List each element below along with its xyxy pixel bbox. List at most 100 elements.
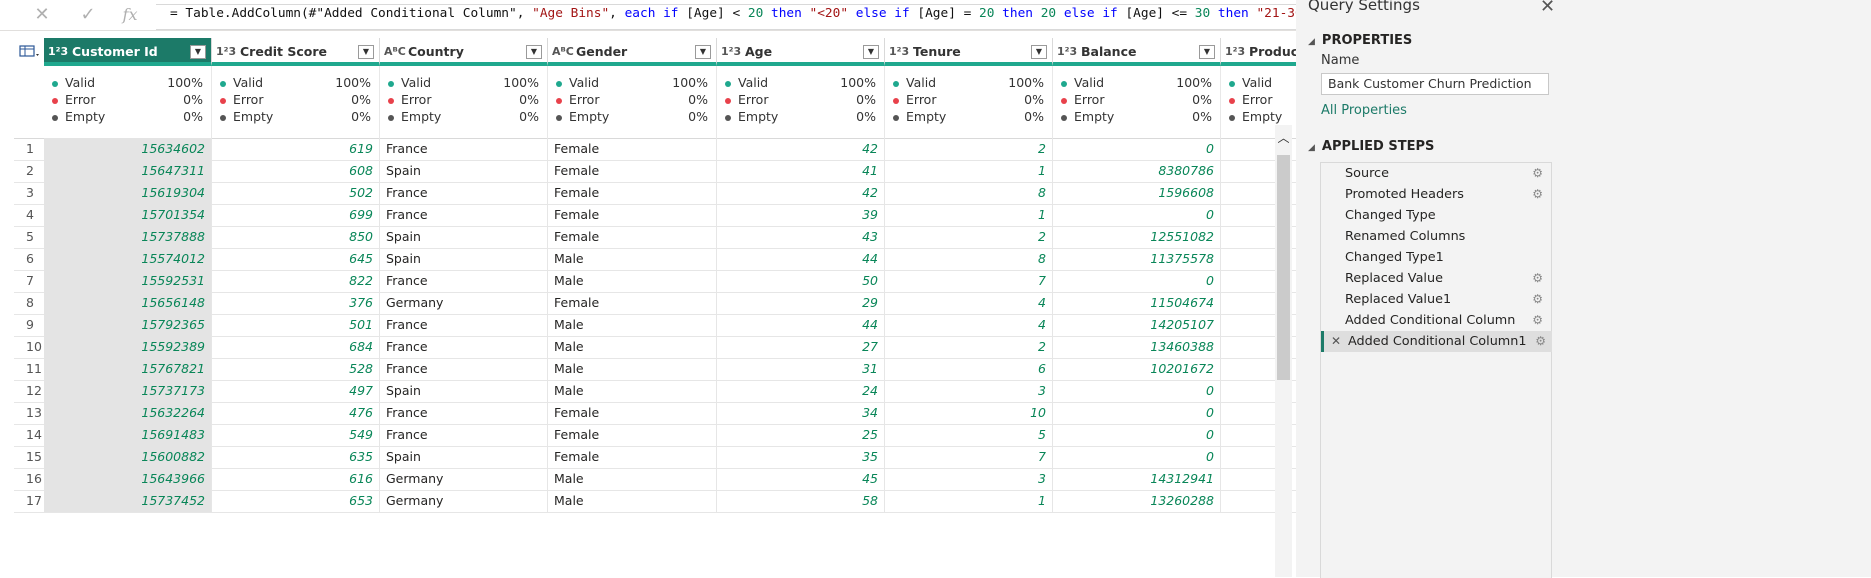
- table-cell[interactable]: 497: [212, 380, 380, 402]
- table-cell[interactable]: 11504674: [1053, 292, 1221, 314]
- table-row[interactable]: 8 15656148 376 Germany Female 29 4 11504674: [14, 292, 1540, 315]
- table-cell[interactable]: 15792365: [44, 314, 212, 336]
- applied-step[interactable]: Changed Type1: [1321, 247, 1549, 268]
- table-cell[interactable]: 15737452: [44, 490, 212, 512]
- table-cell[interactable]: 15656148: [44, 292, 212, 314]
- filter-dropdown-icon[interactable]: ▼: [358, 45, 374, 59]
- table-cell[interactable]: 15632264: [44, 402, 212, 424]
- table-cell[interactable]: Spain: [380, 248, 548, 270]
- table-cell[interactable]: Germany: [380, 292, 548, 314]
- table-cell[interactable]: 14205107: [1053, 314, 1221, 336]
- close-icon[interactable]: ✕: [34, 4, 50, 25]
- table-cell[interactable]: 4: [885, 314, 1053, 336]
- table-cell[interactable]: 41: [717, 160, 885, 182]
- data-type-icon[interactable]: 1²3: [889, 45, 910, 58]
- table-cell[interactable]: 44: [717, 248, 885, 270]
- table-cell[interactable]: 15647311: [44, 160, 212, 182]
- table-cell[interactable]: France: [380, 204, 548, 226]
- table-cell[interactable]: 43: [717, 226, 885, 248]
- close-icon[interactable]: ✕: [1540, 0, 1556, 17]
- gear-icon[interactable]: ⚙: [1532, 187, 1543, 201]
- table-cell[interactable]: 619: [212, 138, 380, 160]
- table-cell[interactable]: France: [380, 182, 548, 204]
- table-cell[interactable]: 549: [212, 424, 380, 446]
- table-cell[interactable]: 476: [212, 402, 380, 424]
- table-row[interactable]: 2 15647311 608 Spain Female 41 1 8380786: [14, 160, 1540, 183]
- table-row[interactable]: 13 15632264 476 France Female 34 10 0: [14, 402, 1540, 425]
- column-header[interactable]: 1²3 Balance ▼: [1053, 38, 1221, 66]
- table-cell[interactable]: 528: [212, 358, 380, 380]
- table-cell[interactable]: Female: [548, 402, 717, 424]
- table-cell[interactable]: 15619304: [44, 182, 212, 204]
- table-cell[interactable]: 850: [212, 226, 380, 248]
- table-cell[interactable]: 8: [885, 248, 1053, 270]
- table-cell[interactable]: 0: [1053, 138, 1221, 160]
- table-cell[interactable]: 7: [885, 446, 1053, 468]
- table-cell[interactable]: 10201672: [1053, 358, 1221, 380]
- properties-section[interactable]: ◢ PROPERTIES: [1308, 33, 1412, 48]
- table-row[interactable]: 12 15737173 497 Spain Male 24 3 0: [14, 380, 1540, 403]
- table-cell[interactable]: 822: [212, 270, 380, 292]
- table-cell[interactable]: 50: [717, 270, 885, 292]
- applied-step[interactable]: Promoted Headers ⚙: [1321, 184, 1549, 205]
- scrollbar-thumb[interactable]: [1277, 155, 1290, 380]
- table-cell[interactable]: Female: [548, 424, 717, 446]
- table-cell[interactable]: Male: [548, 468, 717, 490]
- table-cell[interactable]: 2: [885, 336, 1053, 358]
- table-cell[interactable]: Spain: [380, 380, 548, 402]
- table-cell[interactable]: Female: [548, 204, 717, 226]
- table-cell[interactable]: 5: [885, 424, 1053, 446]
- table-cell[interactable]: Spain: [380, 226, 548, 248]
- table-cell[interactable]: 45: [717, 468, 885, 490]
- table-cell[interactable]: Female: [548, 292, 717, 314]
- data-type-icon[interactable]: 1²3: [1057, 45, 1078, 58]
- table-cell[interactable]: Female: [548, 226, 717, 248]
- filter-dropdown-icon[interactable]: ▼: [695, 45, 711, 59]
- table-cell[interactable]: France: [380, 336, 548, 358]
- table-cell[interactable]: 11375578: [1053, 248, 1221, 270]
- table-cell[interactable]: Germany: [380, 490, 548, 512]
- table-cell[interactable]: 653: [212, 490, 380, 512]
- table-cell[interactable]: 0: [1053, 270, 1221, 292]
- table-row[interactable]: 17 15737452 653 Germany Male 58 1 13260288: [14, 490, 1540, 513]
- table-cell[interactable]: France: [380, 270, 548, 292]
- table-cell[interactable]: Male: [548, 490, 717, 512]
- table-menu-icon[interactable]: [14, 38, 45, 66]
- table-row[interactable]: 15 15600882 635 Spain Female 35 7 0: [14, 446, 1540, 469]
- table-cell[interactable]: 0: [1053, 380, 1221, 402]
- table-cell[interactable]: Spain: [380, 446, 548, 468]
- chevron-up-icon[interactable]: ︿: [1277, 131, 1290, 145]
- all-properties-link[interactable]: All Properties: [1321, 103, 1407, 118]
- gear-icon[interactable]: ⚙: [1532, 166, 1543, 180]
- applied-step[interactable]: Replaced Value ⚙: [1321, 268, 1549, 289]
- table-cell[interactable]: 15592531: [44, 270, 212, 292]
- table-cell[interactable]: 684: [212, 336, 380, 358]
- table-cell[interactable]: Male: [548, 336, 717, 358]
- table-row[interactable]: 3 15619304 502 France Female 42 8 1596608: [14, 182, 1540, 205]
- table-cell[interactable]: 13460388: [1053, 336, 1221, 358]
- table-cell[interactable]: 15574012: [44, 248, 212, 270]
- table-cell[interactable]: 31: [717, 358, 885, 380]
- table-cell[interactable]: Male: [548, 380, 717, 402]
- table-cell[interactable]: 27: [717, 336, 885, 358]
- table-cell[interactable]: 15767821: [44, 358, 212, 380]
- table-cell[interactable]: 35: [717, 446, 885, 468]
- filter-dropdown-icon[interactable]: ▼: [863, 45, 879, 59]
- table-cell[interactable]: 15592389: [44, 336, 212, 358]
- filter-dropdown-icon[interactable]: ▼: [526, 45, 542, 59]
- table-cell[interactable]: 6: [885, 358, 1053, 380]
- table-cell[interactable]: Female: [548, 138, 717, 160]
- filter-dropdown-icon[interactable]: ▼: [1031, 45, 1047, 59]
- table-cell[interactable]: 15691483: [44, 424, 212, 446]
- table-cell[interactable]: Spain: [380, 160, 548, 182]
- table-cell[interactable]: 42: [717, 182, 885, 204]
- column-header[interactable]: AᴮC Gender ▼: [548, 38, 717, 66]
- table-row[interactable]: 9 15792365 501 France Male 44 4 14205107: [14, 314, 1540, 337]
- table-cell[interactable]: 42: [717, 138, 885, 160]
- fx-icon[interactable]: fx: [122, 5, 138, 24]
- table-cell[interactable]: 44: [717, 314, 885, 336]
- formula-text[interactable]: = Table.AddColumn(#"Added Conditional Co…: [170, 6, 1372, 21]
- table-cell[interactable]: 10: [885, 402, 1053, 424]
- table-cell[interactable]: 1: [885, 204, 1053, 226]
- table-cell[interactable]: 2: [885, 138, 1053, 160]
